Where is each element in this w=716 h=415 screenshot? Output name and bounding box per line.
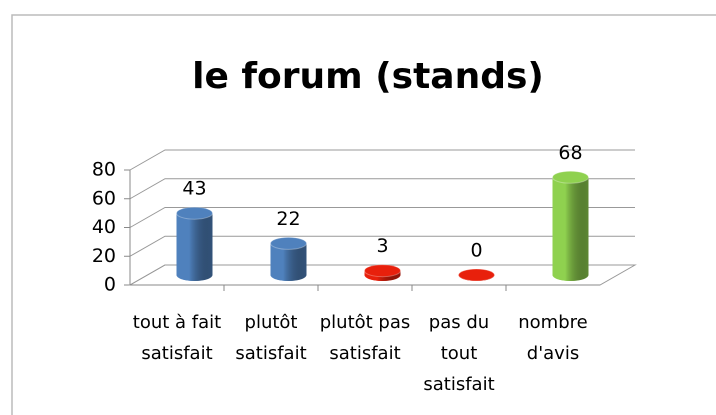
grid-line bbox=[129, 235, 635, 257]
bar bbox=[364, 264, 401, 281]
value-label: 43 bbox=[182, 178, 206, 200]
bar-top bbox=[270, 236, 307, 250]
y-tick-label: 60 bbox=[92, 187, 116, 209]
grid-line bbox=[129, 149, 635, 171]
y-tick-label: 80 bbox=[92, 159, 116, 181]
bar-top bbox=[552, 170, 589, 184]
x-tick-label: nombre d'avis bbox=[518, 312, 588, 364]
x-tick-label: pas du tout satisfait bbox=[423, 312, 495, 395]
grid-line bbox=[129, 207, 635, 228]
bar-shade bbox=[270, 243, 307, 281]
bar-top bbox=[364, 264, 401, 278]
grid-line bbox=[129, 178, 635, 200]
y-tick-label: 20 bbox=[92, 245, 116, 267]
bar bbox=[176, 206, 213, 281]
value-label: 3 bbox=[376, 235, 388, 257]
value-label: 22 bbox=[276, 208, 300, 230]
y-tick-label: 0 bbox=[104, 274, 116, 296]
value-label: 0 bbox=[470, 240, 482, 262]
bar bbox=[270, 236, 307, 281]
value-label: 68 bbox=[558, 142, 582, 164]
bar bbox=[552, 170, 589, 281]
chart-frame bbox=[11, 14, 716, 415]
bar bbox=[458, 268, 495, 282]
x-tick-label: plutôt pas satisfait bbox=[319, 312, 411, 364]
chart-title: le forum (stands) bbox=[192, 56, 544, 97]
x-tick-label: tout à fait satisfait bbox=[132, 312, 222, 364]
bar-top bbox=[458, 268, 495, 282]
bar-shade bbox=[552, 177, 589, 281]
y-tick-label: 40 bbox=[92, 216, 116, 238]
bar-shade bbox=[176, 213, 213, 281]
bar-top bbox=[176, 206, 213, 220]
x-tick-label: plutôt satisfait bbox=[235, 312, 307, 364]
